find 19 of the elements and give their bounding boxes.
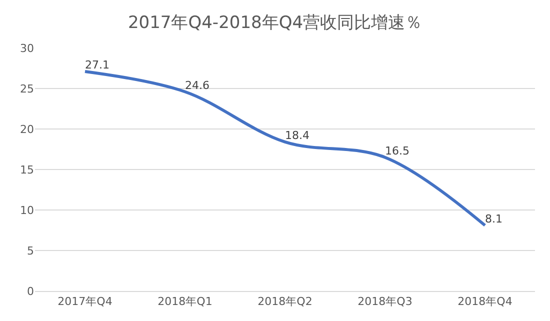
x-tick-label: 2017年Q4 bbox=[58, 295, 112, 308]
y-tick-label: 5 bbox=[27, 244, 34, 258]
x-tick-label: 2018年Q1 bbox=[158, 295, 212, 308]
data-label: 24.6 bbox=[185, 78, 210, 92]
y-tick-label: 10 bbox=[20, 204, 34, 217]
y-tick-label: 25 bbox=[20, 82, 34, 96]
x-tick-label: 2018年Q3 bbox=[358, 295, 412, 308]
line-series bbox=[84, 70, 486, 227]
x-tick-label: 2018年Q2 bbox=[258, 295, 312, 308]
y-tick-label: 20 bbox=[20, 122, 34, 136]
data-label: 8.1 bbox=[485, 212, 502, 226]
chart-title: 2017年Q4-2018年Q4营收同比增速％ bbox=[128, 12, 422, 33]
x-tick-label: 2018年Q4 bbox=[458, 295, 512, 308]
y-tick-label: 30 bbox=[20, 42, 34, 55]
data-label: 27.1 bbox=[85, 58, 110, 72]
y-tick-label: 15 bbox=[20, 163, 34, 176]
data-label: 18.4 bbox=[285, 129, 310, 142]
y-tick-label: 0 bbox=[27, 284, 34, 298]
data-label: 16.5 bbox=[385, 144, 410, 158]
